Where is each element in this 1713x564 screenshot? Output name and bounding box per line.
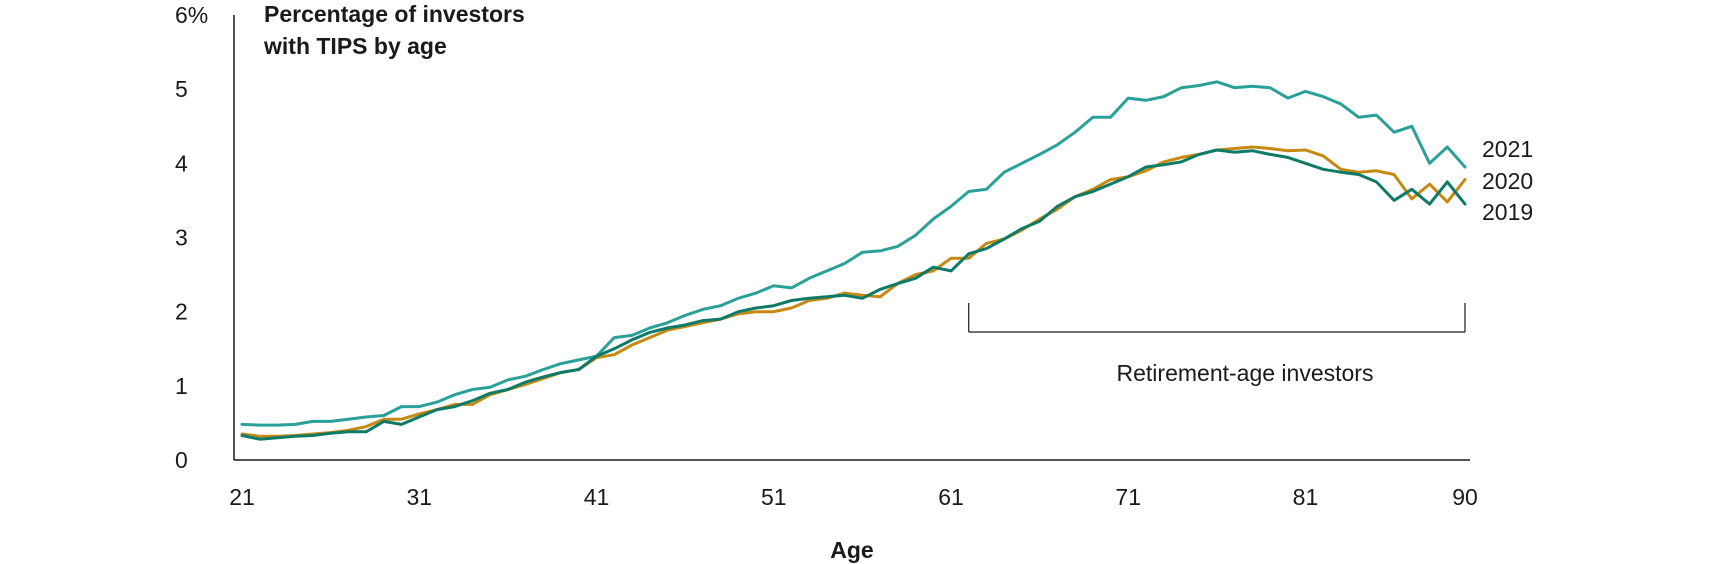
x-tick-label: 71 <box>1115 484 1141 510</box>
x-axis-title: Age <box>830 537 873 563</box>
x-tick-label: 81 <box>1293 484 1319 510</box>
y-tick-label: 2 <box>175 299 188 325</box>
x-tick-label: 31 <box>406 484 432 510</box>
y-axis-ticks: 0 1 2 3 4 5 6% <box>175 2 208 473</box>
chart-title-line2: with TIPS by age <box>263 33 447 59</box>
y-tick-label: 4 <box>175 150 188 176</box>
x-tick-label: 90 <box>1452 484 1478 510</box>
x-tick-label: 51 <box>761 484 787 510</box>
y-tick-label: 5 <box>175 76 188 102</box>
series-line-2020 <box>240 145 1467 438</box>
series-lines <box>240 80 1467 441</box>
axes <box>233 15 1470 461</box>
annotation-label: Retirement-age investors <box>1117 360 1374 386</box>
series-line-2019 <box>240 148 1467 441</box>
series-label-2020: 2020 <box>1482 168 1533 194</box>
x-tick-label: 41 <box>584 484 610 510</box>
x-tick-label: 61 <box>938 484 964 510</box>
x-axis-ticks: 21 31 41 51 61 71 81 90 <box>229 484 1478 510</box>
y-tick-label: 1 <box>175 373 188 399</box>
series-label-2021: 2021 <box>1482 136 1533 162</box>
series-line-2021 <box>240 80 1467 427</box>
y-tick-label: 3 <box>175 225 188 251</box>
series-label-2019: 2019 <box>1482 199 1533 225</box>
chart-title-line1: Percentage of investors <box>264 1 525 27</box>
y-tick-label: 0 <box>175 447 188 473</box>
retirement-annotation <box>968 303 1466 333</box>
y-tick-label: 6% <box>175 2 208 28</box>
x-tick-label: 21 <box>229 484 255 510</box>
